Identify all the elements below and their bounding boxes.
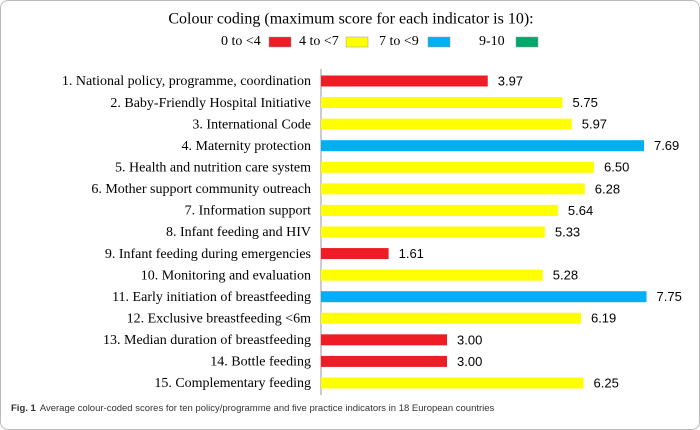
category-label: 11. Early initiation of breastfeeding: [112, 290, 311, 305]
category-label: 15. Complementary feeding: [154, 376, 311, 391]
legend-swatch: [268, 36, 292, 48]
value-label: 3.00: [457, 332, 482, 347]
bar: [321, 269, 543, 281]
bar: [321, 183, 585, 195]
category-label: 4. Maternity protection: [182, 139, 311, 154]
legend-swatch: [427, 36, 451, 48]
caption-label: Fig. 1: [11, 403, 36, 414]
category-label: 13. Median duration of breastfeeding: [103, 333, 311, 348]
value-label: 6.50: [604, 160, 629, 175]
value-label: 6.19: [591, 311, 616, 326]
category-label: 12. Exclusive breastfeeding <6m: [127, 311, 312, 326]
bar: [321, 204, 558, 216]
category-label: 6. Mother support community outreach: [91, 182, 311, 197]
bar: [321, 291, 647, 303]
bar: [321, 377, 584, 389]
legend-swatch: [345, 36, 369, 48]
bar: [321, 226, 545, 238]
bar: [321, 97, 563, 109]
chart-title: Colour coding (maximum score for each in…: [168, 11, 533, 28]
value-label: 5.64: [568, 203, 593, 218]
legend-label: 0 to <4: [221, 34, 261, 49]
bar: [321, 118, 572, 130]
value-label: 6.28: [595, 181, 620, 196]
chart: Colour coding (maximum score for each in…: [62, 11, 682, 395]
legend-label: 9-10: [479, 34, 505, 49]
legend-label: 4 to <7: [299, 34, 339, 49]
value-label: 5.75: [573, 95, 598, 110]
value-label: 7.75: [657, 289, 682, 304]
category-label: 14. Bottle feeding: [210, 355, 311, 370]
category-label: 5. Health and nutrition care system: [115, 160, 311, 175]
category-label: 3. International Code: [192, 117, 311, 132]
bar: [321, 161, 594, 173]
bar: [321, 334, 447, 346]
caption: Fig. 1 Average colour-coded scores for te…: [11, 403, 494, 414]
bar: [321, 248, 389, 260]
bar: [321, 140, 644, 152]
value-label: 6.25: [594, 375, 619, 390]
legend-label: 7 to <9: [379, 34, 419, 49]
value-label: 1.61: [399, 246, 424, 261]
value-label: 5.33: [555, 224, 580, 239]
legend-swatch: [515, 36, 539, 48]
value-label: 5.28: [553, 268, 578, 283]
value-label: 3.97: [498, 73, 523, 88]
category-label: 10. Monitoring and evaluation: [141, 268, 311, 283]
bar: [321, 355, 447, 367]
category-label: 7. Information support: [185, 204, 311, 219]
value-label: 5.97: [582, 117, 607, 132]
category-label: 1. National policy, programme, coordinat…: [62, 74, 311, 89]
category-label: 9. Infant feeding during emergencies: [105, 247, 311, 262]
bar: [321, 75, 488, 87]
value-label: 7.69: [654, 138, 679, 153]
value-label: 3.00: [457, 354, 482, 369]
bar: [321, 312, 581, 324]
category-label: 2. Baby-Friendly Hospital Initiative: [110, 96, 311, 111]
category-label: 8. Infant feeding and HIV: [166, 225, 311, 240]
caption-text: Average colour-coded scores for ten poli…: [39, 403, 495, 414]
